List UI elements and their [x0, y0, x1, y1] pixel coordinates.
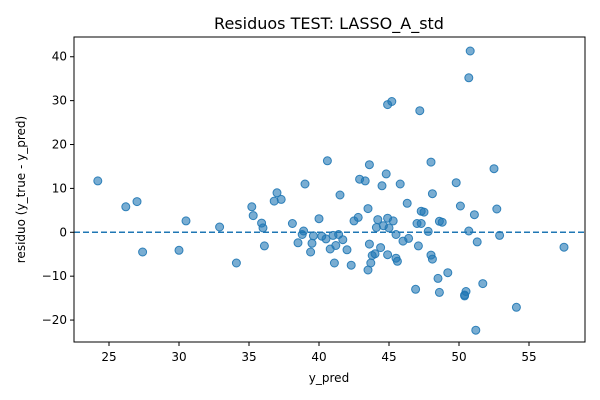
x-tick-label: 25 [101, 350, 116, 364]
data-point [247, 202, 257, 212]
x-tick-label: 55 [521, 350, 536, 364]
data-point [373, 215, 383, 225]
data-point [455, 201, 465, 211]
data-point [492, 204, 502, 214]
data-point [181, 216, 191, 226]
y-tick-label: −10 [42, 269, 67, 283]
data-point [306, 247, 316, 257]
y-tick-label: 0 [59, 225, 67, 239]
data-point [138, 247, 148, 257]
data-point [387, 97, 397, 106]
data-point [353, 212, 363, 222]
data-point [346, 260, 356, 270]
data-point [364, 160, 374, 170]
data-point [495, 230, 505, 240]
data-point [472, 237, 482, 247]
data-point [511, 302, 521, 312]
data-point [360, 176, 370, 186]
data-point [93, 176, 103, 186]
data-point [321, 234, 331, 244]
y-tick-label: 30 [52, 94, 67, 108]
x-tick-label: 45 [381, 350, 396, 364]
data-point [377, 181, 387, 191]
data-point [381, 169, 391, 179]
data-point [342, 245, 352, 255]
data-point [437, 217, 447, 227]
x-tick-label: 50 [451, 350, 466, 364]
x-tick-label: 30 [171, 350, 186, 364]
data-point [392, 256, 402, 266]
data-point [314, 214, 324, 224]
data-point [376, 243, 386, 253]
y-tick-label: 40 [52, 50, 67, 64]
data-point [338, 235, 348, 245]
data-point [413, 241, 423, 251]
chart-title: Residuos TEST: LASSO_A_std [214, 14, 444, 34]
data-point [276, 194, 286, 204]
data-point [465, 46, 475, 56]
y-tick-label: −20 [42, 313, 67, 327]
data-point [121, 202, 131, 212]
data-point [416, 219, 426, 228]
data-point [559, 242, 569, 252]
data-point [293, 238, 303, 248]
data-point [464, 73, 474, 83]
data-point [426, 157, 436, 167]
data-point [443, 268, 453, 278]
data-point [415, 106, 425, 116]
data-point [383, 250, 393, 260]
data-point [395, 179, 405, 189]
data-point [478, 279, 488, 289]
data-point [331, 241, 341, 250]
plot-frame [73, 36, 586, 343]
data-point [366, 258, 376, 268]
y-axis-label: residuo (y_true - y_pred) [14, 116, 28, 263]
data-point [174, 245, 184, 255]
x-axis-label: y_pred [309, 371, 349, 385]
data-point [427, 254, 437, 264]
data-point [215, 222, 225, 232]
data-point [335, 190, 345, 200]
data-point [259, 241, 269, 251]
data-point [364, 239, 374, 249]
data-point [402, 198, 412, 208]
data-point [411, 284, 421, 294]
x-tick-label: 35 [241, 350, 256, 364]
data-point [419, 207, 429, 217]
data-point [404, 233, 414, 243]
data-point [299, 226, 309, 236]
axis-ticks: 25 30 35 40 45 50 55 −20 −10 0 10 20 30 40 [42, 50, 537, 364]
data-point [329, 258, 339, 268]
data-point [489, 164, 499, 174]
data-point [434, 287, 444, 297]
x-tick-label: 40 [311, 350, 326, 364]
data-point [287, 219, 297, 228]
data-point [433, 273, 443, 283]
data-point [300, 179, 310, 189]
data-point [231, 258, 241, 268]
data-point [322, 156, 332, 166]
data-point [461, 287, 471, 296]
data-points [93, 46, 569, 335]
data-point [307, 238, 317, 248]
data-point [248, 211, 258, 221]
data-point [363, 204, 373, 214]
data-point [471, 325, 481, 335]
data-point [258, 223, 268, 233]
data-point [469, 210, 479, 220]
y-tick-label: 10 [52, 181, 67, 195]
y-tick-label: 20 [52, 138, 67, 152]
data-point [388, 216, 398, 226]
data-point [464, 226, 474, 236]
data-point [132, 197, 142, 207]
data-point [272, 188, 282, 198]
data-point [451, 178, 461, 188]
data-point [423, 226, 433, 236]
data-point [427, 189, 437, 199]
data-point [370, 249, 380, 259]
